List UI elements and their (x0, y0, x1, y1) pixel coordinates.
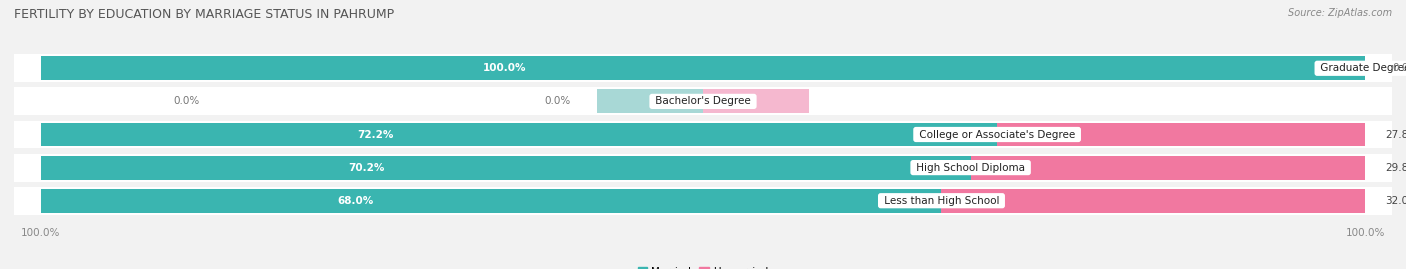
Bar (970, 156, 1365, 179)
Bar (14, 187, 1392, 215)
Text: FERTILITY BY EDUCATION BY MARRIAGE STATUS IN PAHRUMP: FERTILITY BY EDUCATION BY MARRIAGE STATU… (14, 8, 394, 21)
Text: Graduate Degree: Graduate Degree (1317, 63, 1406, 73)
Bar (703, 90, 808, 113)
Text: 0.0%: 0.0% (173, 96, 200, 107)
Text: 0.0%: 0.0% (1392, 63, 1406, 73)
Bar (41, 56, 1365, 80)
Text: 68.0%: 68.0% (337, 196, 374, 206)
Bar (41, 156, 970, 179)
Bar (41, 189, 942, 213)
Text: High School Diploma: High School Diploma (912, 162, 1028, 173)
Bar (14, 87, 1392, 115)
Text: 100.0%: 100.0% (482, 63, 526, 73)
Text: Less than High School: Less than High School (880, 196, 1002, 206)
Bar (598, 90, 703, 113)
Text: 70.2%: 70.2% (347, 162, 384, 173)
Text: Bachelor's Degree: Bachelor's Degree (652, 96, 754, 107)
Bar (942, 189, 1365, 213)
Text: 72.2%: 72.2% (357, 129, 394, 140)
Bar (14, 154, 1392, 182)
Bar (14, 121, 1392, 148)
Text: 27.8%: 27.8% (1385, 129, 1406, 140)
Legend: Married, Unmarried: Married, Unmarried (634, 263, 772, 269)
Bar (997, 123, 1365, 146)
Bar (41, 123, 997, 146)
Text: College or Associate's Degree: College or Associate's Degree (915, 129, 1078, 140)
Text: 29.8%: 29.8% (1385, 162, 1406, 173)
Bar (14, 54, 1392, 82)
Text: 0.0%: 0.0% (544, 96, 571, 107)
Text: Source: ZipAtlas.com: Source: ZipAtlas.com (1288, 8, 1392, 18)
Text: 32.0%: 32.0% (1385, 196, 1406, 206)
